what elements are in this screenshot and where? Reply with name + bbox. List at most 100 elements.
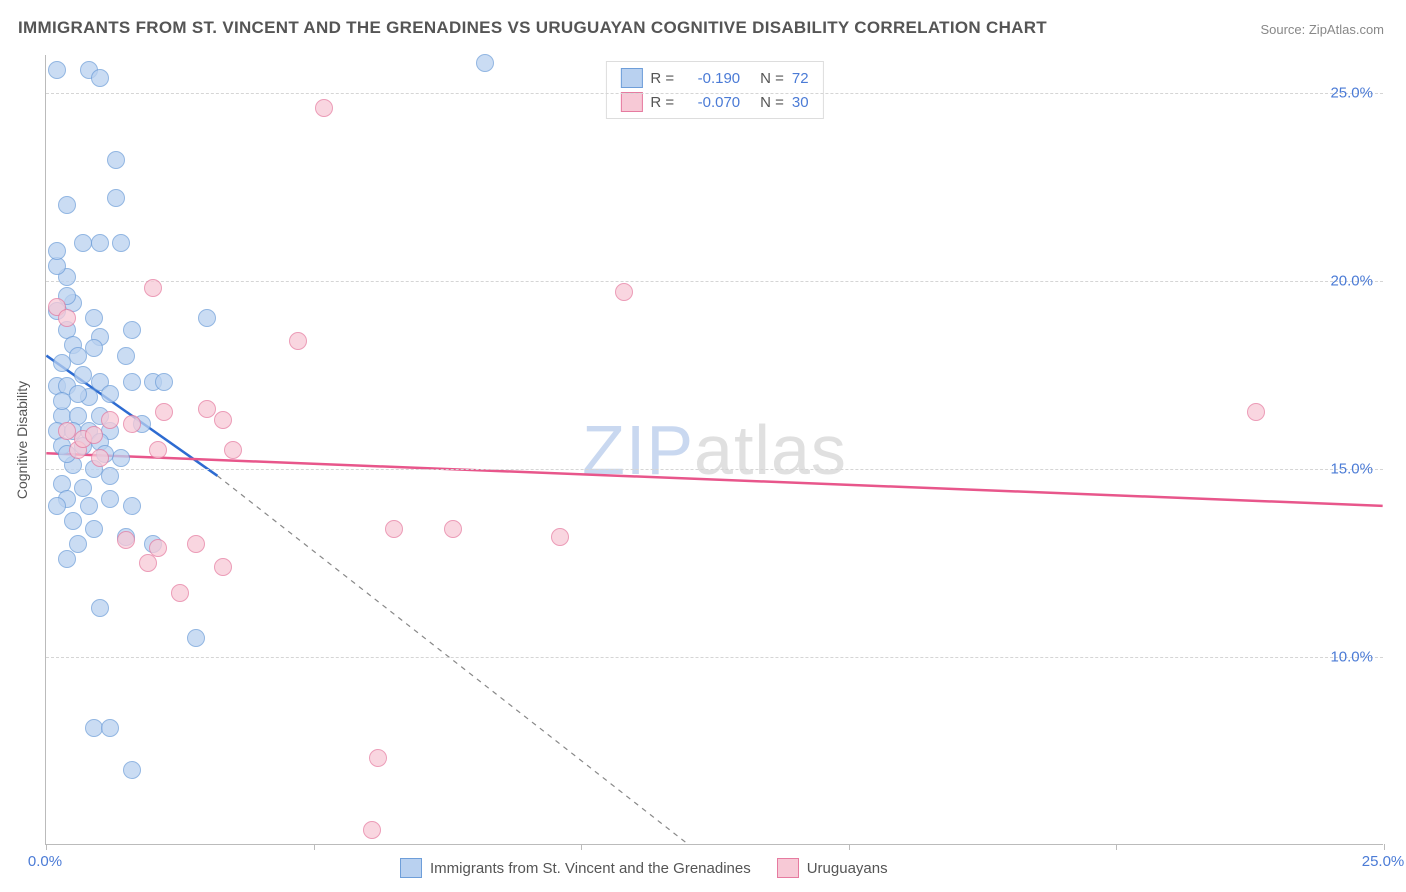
gridline-h [46, 93, 1383, 94]
legend-swatch [620, 68, 642, 88]
scatter-point [80, 497, 98, 515]
y-tick-label: 25.0% [1330, 84, 1373, 101]
scatter-point [315, 99, 333, 117]
legend-r-label: R = [650, 94, 674, 111]
scatter-point [123, 321, 141, 339]
scatter-point [58, 196, 76, 214]
scatter-point [385, 520, 403, 538]
scatter-point [476, 54, 494, 72]
chart-plot-area: ZIPatlas R = -0.190 N = 72 R = -0.070 N = 30 10… [45, 55, 1383, 845]
x-tick [1116, 844, 1117, 850]
legend-n-label: N = [760, 70, 784, 87]
scatter-point [187, 535, 205, 553]
scatter-point [48, 497, 66, 515]
scatter-point [289, 332, 307, 350]
legend-series-item: Immigrants from St. Vincent and the Gren… [400, 858, 751, 878]
trend-line [46, 453, 1382, 506]
watermark-atlas: atlas [694, 411, 847, 489]
y-axis-title: Cognitive Disability [14, 381, 30, 499]
legend-n-label: N = [760, 94, 784, 111]
x-tick-label: 25.0% [1362, 853, 1405, 870]
scatter-point [123, 497, 141, 515]
y-tick-label: 20.0% [1330, 272, 1373, 289]
scatter-point [91, 599, 109, 617]
scatter-point [144, 279, 162, 297]
scatter-point [214, 411, 232, 429]
scatter-point [117, 531, 135, 549]
x-tick [314, 844, 315, 850]
legend-series-label: Immigrants from St. Vincent and the Gren… [430, 860, 751, 877]
legend-n-value: 72 [792, 70, 809, 87]
scatter-point [74, 234, 92, 252]
watermark-text: ZIPatlas [582, 410, 847, 490]
scatter-point [91, 449, 109, 467]
scatter-point [48, 242, 66, 260]
legend-swatch [400, 858, 422, 878]
scatter-point [198, 400, 216, 418]
gridline-h [46, 281, 1383, 282]
scatter-point [91, 234, 109, 252]
scatter-point [123, 415, 141, 433]
scatter-point [85, 309, 103, 327]
watermark-zip: ZIP [582, 411, 694, 489]
legend-r-label: R = [650, 70, 674, 87]
scatter-point [224, 441, 242, 459]
scatter-point [615, 283, 633, 301]
gridline-h [46, 469, 1383, 470]
scatter-point [363, 821, 381, 839]
legend-series-item: Uruguayans [777, 858, 888, 878]
gridline-h [46, 657, 1383, 658]
scatter-point [69, 385, 87, 403]
scatter-point [101, 411, 119, 429]
x-tick [849, 844, 850, 850]
scatter-point [58, 309, 76, 327]
x-tick [46, 844, 47, 850]
scatter-point [551, 528, 569, 546]
scatter-point [198, 309, 216, 327]
scatter-point [48, 61, 66, 79]
scatter-point [85, 339, 103, 357]
scatter-point [369, 749, 387, 767]
scatter-point [101, 467, 119, 485]
x-tick-label: 0.0% [28, 853, 62, 870]
scatter-point [101, 385, 119, 403]
scatter-point [107, 189, 125, 207]
scatter-point [107, 151, 125, 169]
scatter-point [117, 347, 135, 365]
scatter-point [91, 69, 109, 87]
legend-r-value: -0.190 [682, 70, 740, 87]
legend-n-value: 30 [792, 94, 809, 111]
scatter-point [74, 479, 92, 497]
scatter-point [155, 373, 173, 391]
legend-correlation-row: R = -0.190 N = 72 [606, 66, 822, 90]
legend-swatch [620, 92, 642, 112]
chart-title: IMMIGRANTS FROM ST. VINCENT AND THE GREN… [18, 18, 1047, 38]
scatter-point [64, 512, 82, 530]
y-tick-label: 10.0% [1330, 648, 1373, 665]
legend-series-label: Uruguayans [807, 860, 888, 877]
scatter-point [171, 584, 189, 602]
scatter-point [123, 761, 141, 779]
scatter-point [187, 629, 205, 647]
legend-swatch [777, 858, 799, 878]
scatter-point [85, 520, 103, 538]
scatter-point [444, 520, 462, 538]
series-legend: Immigrants from St. Vincent and the Gren… [400, 858, 888, 878]
scatter-point [112, 449, 130, 467]
y-tick-label: 15.0% [1330, 460, 1373, 477]
scatter-point [214, 558, 232, 576]
x-tick [1384, 844, 1385, 850]
scatter-point [155, 403, 173, 421]
scatter-point [101, 490, 119, 508]
correlation-legend: R = -0.190 N = 72 R = -0.070 N = 30 [605, 61, 823, 119]
scatter-point [1247, 403, 1265, 421]
scatter-point [149, 441, 167, 459]
scatter-point [85, 426, 103, 444]
scatter-point [58, 550, 76, 568]
source-attribution: Source: ZipAtlas.com [1260, 22, 1384, 37]
scatter-point [112, 234, 130, 252]
legend-r-value: -0.070 [682, 94, 740, 111]
scatter-point [101, 719, 119, 737]
trend-lines-svg [46, 55, 1383, 844]
scatter-point [139, 554, 157, 572]
